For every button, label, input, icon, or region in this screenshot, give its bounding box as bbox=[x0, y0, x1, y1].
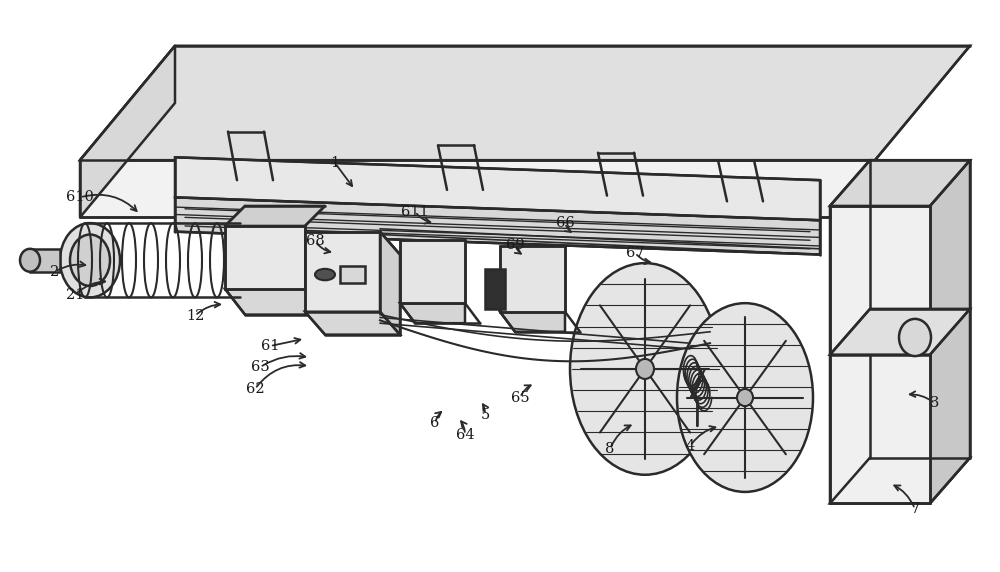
Ellipse shape bbox=[570, 263, 720, 475]
Circle shape bbox=[315, 269, 335, 280]
Polygon shape bbox=[830, 309, 970, 355]
Polygon shape bbox=[485, 269, 505, 309]
Polygon shape bbox=[225, 206, 325, 226]
Text: 3: 3 bbox=[930, 396, 940, 410]
Ellipse shape bbox=[636, 359, 654, 379]
Text: 2: 2 bbox=[50, 265, 60, 279]
Text: 8: 8 bbox=[605, 442, 615, 456]
Ellipse shape bbox=[60, 223, 120, 297]
Polygon shape bbox=[80, 160, 875, 217]
Text: 611: 611 bbox=[401, 205, 429, 219]
Text: 4: 4 bbox=[685, 439, 695, 453]
Polygon shape bbox=[175, 157, 820, 220]
Ellipse shape bbox=[899, 319, 931, 356]
Polygon shape bbox=[340, 266, 365, 283]
Polygon shape bbox=[80, 46, 970, 160]
Polygon shape bbox=[225, 226, 305, 289]
Polygon shape bbox=[500, 312, 565, 332]
Polygon shape bbox=[305, 312, 400, 335]
Text: 68: 68 bbox=[306, 235, 324, 248]
Text: 63: 63 bbox=[251, 360, 269, 374]
Polygon shape bbox=[830, 458, 970, 503]
Ellipse shape bbox=[677, 303, 813, 492]
Text: 67: 67 bbox=[626, 246, 644, 260]
Ellipse shape bbox=[20, 249, 40, 272]
Polygon shape bbox=[80, 46, 175, 217]
Text: 66: 66 bbox=[556, 216, 574, 230]
Polygon shape bbox=[930, 160, 970, 503]
Polygon shape bbox=[500, 246, 565, 312]
Text: 62: 62 bbox=[246, 382, 264, 396]
Text: 69: 69 bbox=[506, 238, 524, 252]
Text: 12: 12 bbox=[186, 309, 204, 323]
Polygon shape bbox=[400, 240, 465, 303]
Text: 21: 21 bbox=[66, 288, 84, 301]
Ellipse shape bbox=[70, 235, 110, 286]
Text: 65: 65 bbox=[511, 391, 529, 404]
Polygon shape bbox=[380, 232, 400, 335]
Polygon shape bbox=[830, 206, 930, 503]
Polygon shape bbox=[30, 249, 60, 272]
Polygon shape bbox=[830, 160, 970, 206]
Text: 1: 1 bbox=[330, 156, 340, 170]
Polygon shape bbox=[830, 160, 870, 503]
Text: 610: 610 bbox=[66, 190, 94, 204]
Polygon shape bbox=[175, 197, 820, 255]
Text: 6: 6 bbox=[430, 416, 440, 430]
Text: 7: 7 bbox=[910, 502, 920, 516]
Polygon shape bbox=[225, 289, 325, 315]
Ellipse shape bbox=[737, 389, 753, 406]
Text: 64: 64 bbox=[456, 428, 474, 442]
Polygon shape bbox=[305, 232, 380, 312]
Text: 5: 5 bbox=[480, 408, 490, 422]
Text: 61: 61 bbox=[261, 339, 279, 353]
Polygon shape bbox=[400, 303, 465, 323]
